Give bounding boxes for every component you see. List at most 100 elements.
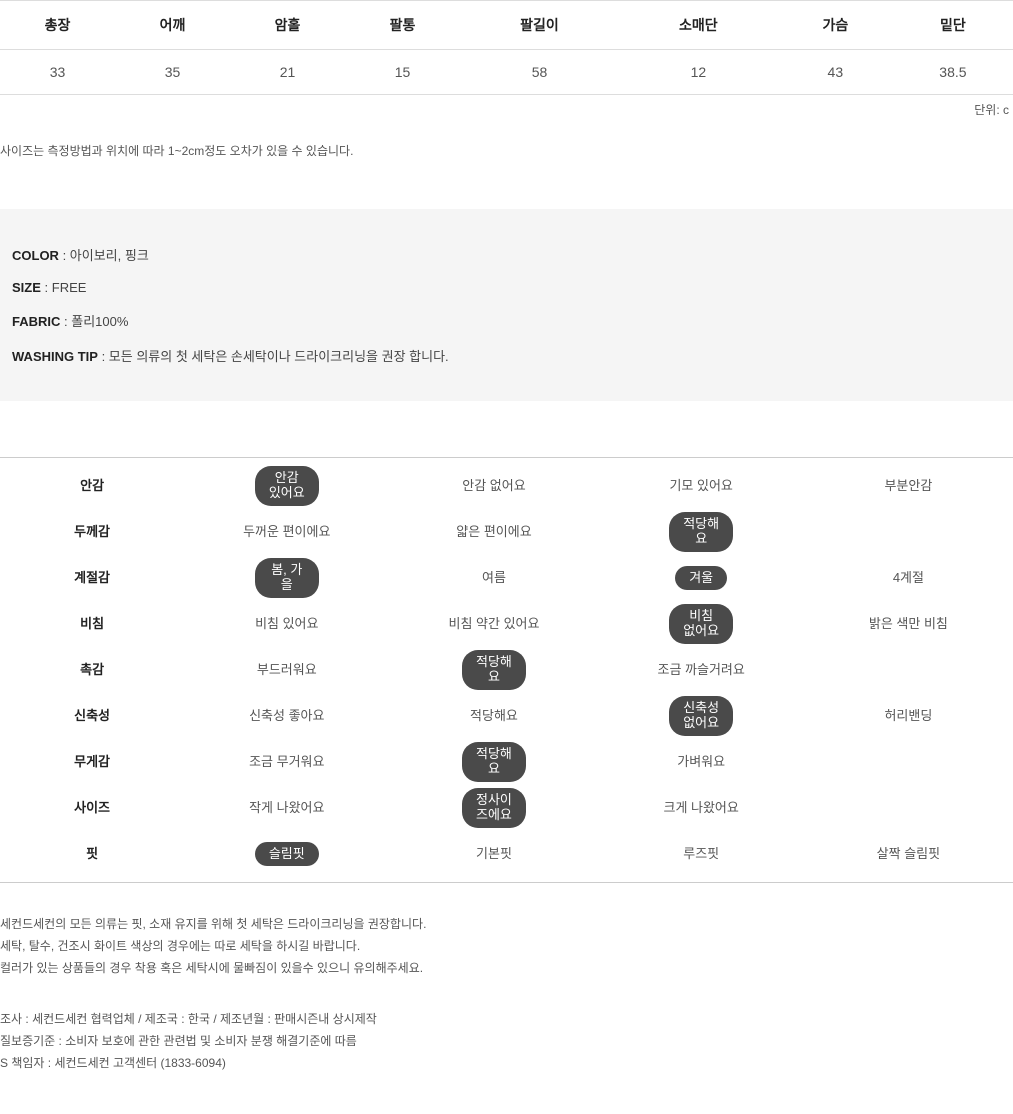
footer-line-2: 세탁, 탈수, 건조시 화이트 색상의 경우에는 따로 세탁을 하시길 바랍니다…: [0, 935, 1013, 957]
info-size-label: SIZE: [12, 280, 41, 295]
attr-category: 안감: [2, 464, 182, 508]
attr-row: 신축성신축성 좋아요적당해요신축성 없어요허리밴딩: [2, 694, 1011, 738]
attr-option: 적당해요: [391, 694, 596, 738]
info-box: COLOR : 아이보리, 핑크 SIZE : FREE FABRIC : 폴리…: [0, 209, 1013, 401]
footer-line-6: S 책임자 : 세컨드세컨 고객센터 (1833-6094): [0, 1052, 1013, 1074]
attr-option: 여름: [391, 556, 596, 600]
size-header-cell: 암홀: [230, 1, 345, 50]
attr-option: 가벼워요: [599, 740, 804, 784]
size-value-cell: 38.5: [893, 50, 1013, 95]
attr-option-selected: 신축성 없어요: [669, 696, 733, 736]
info-washing: WASHING TIP : 모든 의류의 첫 세탁은 손세탁이나 드라이크리닝을…: [12, 338, 1003, 373]
attr-option: 안감 없어요: [391, 464, 596, 508]
size-header-cell: 밑단: [893, 1, 1013, 50]
attr-option: 정사이즈에요: [391, 786, 596, 830]
attr-option: 기본핏: [391, 832, 596, 876]
footer-line-1: 세컨드세컨의 모든 의류는 핏, 소재 유지를 위해 첫 세탁은 드라이크리닝을…: [0, 913, 1013, 935]
size-header-cell: 팔길이: [460, 1, 619, 50]
attr-option: 밝은 색만 비침: [806, 602, 1011, 646]
attr-option: 얇은 편이에요: [391, 510, 596, 554]
attr-option: 슬림핏: [184, 832, 389, 876]
attr-category: 비침: [2, 602, 182, 646]
info-color-value: : 아이보리, 핑크: [63, 248, 149, 263]
attr-category: 사이즈: [2, 786, 182, 830]
info-color-label: COLOR: [12, 248, 59, 263]
attr-option: 조금 까슬거려요: [599, 648, 804, 692]
size-value-cell: 21: [230, 50, 345, 95]
attr-row: 무게감조금 무거워요 적당해요 가벼워요: [2, 740, 1011, 784]
attr-option: 루즈핏: [599, 832, 804, 876]
attr-option: 봄, 가을: [184, 556, 389, 600]
attr-option-selected: 겨울: [675, 566, 727, 591]
info-color: COLOR : 아이보리, 핑크: [12, 237, 1003, 272]
attr-row: 핏슬림핏기본핏루즈핏살짝 슬림핏: [2, 832, 1011, 876]
attr-category: 두께감: [2, 510, 182, 554]
attribute-table: 안감안감 있어요안감 없어요기모 있어요부분안감두께감두꺼운 편이에요얇은 편이…: [0, 457, 1013, 883]
attr-option: [806, 510, 1011, 554]
size-value-cell: 35: [115, 50, 230, 95]
size-header-cell: 소매단: [619, 1, 778, 50]
attr-row: 촉감부드러워요 적당해요 조금 까슬거려요: [2, 648, 1011, 692]
attr-option: 안감 있어요: [184, 464, 389, 508]
footer-line-4: 조사 : 세컨드세컨 협력업체 / 제조국 : 한국 / 제조년월 : 판매시즌…: [0, 1008, 1013, 1030]
attr-option-selected: 적당해요: [462, 650, 526, 690]
info-fabric-value: : 폴리100%: [64, 314, 128, 329]
info-washing-value: : 모든 의류의 첫 세탁은 손세탁이나 드라이크리닝을 권장 합니다.: [102, 349, 449, 364]
info-fabric: FABRIC : 폴리100%: [12, 303, 1003, 338]
size-value-row: 3335211558124338.5: [0, 50, 1013, 95]
attr-option: 작게 나왔어요: [184, 786, 389, 830]
attr-option: [806, 786, 1011, 830]
attr-option: 4계절: [806, 556, 1011, 600]
attr-row: 안감 안감 있어요 안감 없어요기모 있어요부분안감: [2, 464, 1011, 508]
info-fabric-label: FABRIC: [12, 314, 60, 329]
attr-option: 부드러워요: [184, 648, 389, 692]
info-size-value: : FREE: [45, 280, 87, 295]
attr-option: 겨울: [599, 556, 804, 600]
attr-option: 기모 있어요: [599, 464, 804, 508]
attr-option: [806, 648, 1011, 692]
size-header-row: 총장어깨암홀팔통팔길이소매단가슴밑단: [0, 1, 1013, 50]
attr-option: 비침 있어요: [184, 602, 389, 646]
attr-option: 적당해요: [599, 510, 804, 554]
attr-option-selected: 안감 있어요: [255, 466, 319, 506]
attr-option: 부분안감: [806, 464, 1011, 508]
size-value-cell: 43: [778, 50, 893, 95]
attr-option: 적당해요: [391, 740, 596, 784]
attr-tbody: 안감안감 있어요안감 없어요기모 있어요부분안감두께감두꺼운 편이에요얇은 편이…: [2, 464, 1011, 876]
size-value-cell: 33: [0, 50, 115, 95]
attr-option: 비침 없어요: [599, 602, 804, 646]
info-size: SIZE : FREE: [12, 272, 1003, 303]
attr-option-selected: 봄, 가을: [255, 558, 319, 598]
attr-option-selected: 적당해요: [669, 512, 733, 552]
size-value-cell: 58: [460, 50, 619, 95]
attr-option: 크게 나왔어요: [599, 786, 804, 830]
attr-option: 적당해요: [391, 648, 596, 692]
attr-option: [806, 740, 1011, 784]
size-value-cell: 15: [345, 50, 460, 95]
attr-option: 허리밴딩: [806, 694, 1011, 738]
footer-line-3: 컬러가 있는 상품들의 경우 착용 혹은 세탁시에 물빠짐이 있을수 있으니 유…: [0, 957, 1013, 979]
attr-option-selected: 적당해요: [462, 742, 526, 782]
attr-category: 무게감: [2, 740, 182, 784]
size-header-cell: 팔통: [345, 1, 460, 50]
attr-option: 조금 무거워요: [184, 740, 389, 784]
unit-text: 단위: c: [0, 95, 1013, 142]
footer-line-5: 질보증기준 : 소비자 보호에 관한 관련법 및 소비자 분쟁 해결기준에 따름: [0, 1030, 1013, 1052]
attr-row: 계절감 봄, 가을 여름 겨울 4계절: [2, 556, 1011, 600]
size-header-cell: 어깨: [115, 1, 230, 50]
attr-option: 신축성 좋아요: [184, 694, 389, 738]
attr-category: 촉감: [2, 648, 182, 692]
attr-category: 계절감: [2, 556, 182, 600]
attr-row: 두께감두꺼운 편이에요얇은 편이에요 적당해요: [2, 510, 1011, 554]
size-table: 총장어깨암홀팔통팔길이소매단가슴밑단 3335211558124338.5: [0, 0, 1013, 95]
size-header-cell: 총장: [0, 1, 115, 50]
attr-option: 비침 약간 있어요: [391, 602, 596, 646]
attr-option: 신축성 없어요: [599, 694, 804, 738]
attr-option-selected: 비침 없어요: [669, 604, 733, 644]
footer: 세컨드세컨의 모든 의류는 핏, 소재 유지를 위해 첫 세탁은 드라이크리닝을…: [0, 883, 1013, 1114]
size-value-cell: 12: [619, 50, 778, 95]
attr-option: 두꺼운 편이에요: [184, 510, 389, 554]
attr-option-selected: 정사이즈에요: [462, 788, 526, 828]
size-header-cell: 가슴: [778, 1, 893, 50]
attr-option-selected: 슬림핏: [255, 842, 319, 867]
